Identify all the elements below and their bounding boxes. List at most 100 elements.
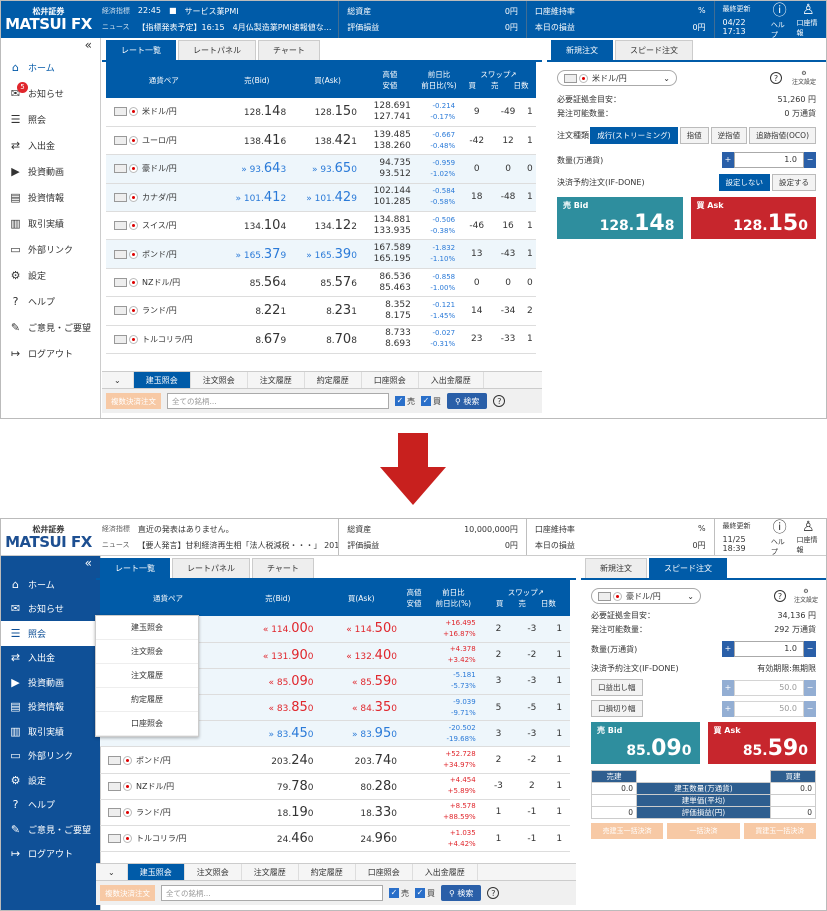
tab-chart[interactable]: チャート — [258, 40, 320, 60]
bid-price[interactable]: 8.221 — [221, 296, 293, 326]
bid-price[interactable]: » 101.412 — [221, 183, 293, 213]
bid-price[interactable]: 24.460 — [236, 825, 320, 853]
bid-price[interactable]: 138.416 — [221, 126, 293, 156]
buy-checkbox[interactable]: ✓ 買 — [421, 396, 441, 406]
tab-chart[interactable]: チャート — [252, 558, 314, 578]
tab-new-order[interactable]: 新規注文 — [585, 558, 647, 578]
search-button[interactable]: ⚲ 検索 — [441, 885, 482, 901]
menu-item-positions[interactable]: 建玉照会 — [96, 616, 198, 640]
ask-price[interactable]: 24.960 — [319, 825, 403, 853]
bottom-tab[interactable]: 入出金履歴 — [413, 864, 478, 880]
search-button[interactable]: ⚲ 検索 — [447, 393, 488, 409]
tab-rate-list[interactable]: レート一覧 — [100, 558, 170, 578]
table-row[interactable]: カナダ/円 » 101.412» 101.429 102.144 101.285 -0.… — [106, 183, 536, 213]
sidebar-item-info[interactable]: ▤ 投資情報 — [10, 700, 65, 714]
sidebar-item-news[interactable]: ✉ 5 お知らせ — [10, 82, 64, 100]
help-icon[interactable]: ? — [769, 72, 782, 84]
order-settings-button[interactable]: ⚙ 注文設定 — [791, 70, 816, 86]
bid-price[interactable]: 134.104 — [221, 211, 293, 241]
sidebar-item-links[interactable]: ▭ 外部リンク — [10, 242, 74, 256]
bottom-tab[interactable]: 建玉照会 — [133, 372, 191, 388]
help-icon[interactable]: ? — [487, 887, 500, 899]
quantity-stepper[interactable]: +1.0− — [722, 641, 816, 657]
bottom-tab[interactable]: 建玉照会 — [127, 864, 185, 880]
table-row[interactable]: NZドル/円 79.780 80.280 +4.454 +5.89% -3 2 1 — [100, 773, 570, 800]
ask-price[interactable]: 128.150 — [292, 98, 363, 127]
bid-price[interactable]: » 83.450 — [236, 720, 320, 748]
table-row[interactable]: スイス/円 134.104 134.122 134.881 133.935 -0.506-… — [106, 211, 536, 241]
sidebar-item-inquiry[interactable]: ☰ 照会 — [1, 621, 100, 646]
table-row[interactable]: ランド/円 18.190 18.330 +8.578 +88.59% 1 -1 1 — [100, 799, 570, 827]
sidebar-item-news[interactable]: ✉ お知らせ — [10, 602, 64, 616]
bottom-tab[interactable]: 約定履歴 — [299, 864, 356, 880]
tab-rate-panel[interactable]: レートパネル — [178, 40, 256, 60]
table-row[interactable]: トルコリラ/円 8.679 8.708 8.733 8.693 -0.027 -0.31% 2… — [106, 325, 536, 355]
bottom-tab[interactable]: 注文履歴 — [248, 372, 305, 388]
bottom-tab[interactable]: 注文照会 — [185, 864, 242, 880]
tab-speed-order[interactable]: スピード注文 — [649, 558, 727, 578]
bid-price[interactable]: » 165.379 — [221, 239, 293, 269]
bottom-tab[interactable]: 口座照会 — [356, 864, 413, 880]
sidebar-item-video[interactable]: ▶ 投資動画 — [1, 158, 100, 184]
menu-item-account[interactable]: 口座照会 — [96, 712, 198, 736]
sidebar-item-results[interactable]: ▥ 取引実績 — [10, 724, 65, 738]
sidebar-item-links[interactable]: ▭ 外部リンク — [10, 749, 74, 763]
symbol-filter-input[interactable]: 全ての銘柄... — [161, 885, 383, 901]
table-row[interactable]: ポンド/円 203.240 203.740 +52.728 +34.97% 2 -2 1 — [100, 746, 570, 774]
bulk-settle-button[interactable]: 複数決済注文 — [106, 393, 161, 409]
stop-width-toggle[interactable]: 口損切り幅 — [591, 700, 643, 717]
plus-icon[interactable]: + — [722, 152, 734, 168]
bid-price[interactable]: 85.564 — [221, 268, 293, 298]
settle-all-sell-button[interactable]: 売建玉一括決済 — [591, 823, 664, 839]
bid-price[interactable]: 203.240 — [236, 746, 320, 774]
sidebar-item-logout[interactable]: ↦ ログアウト — [10, 847, 74, 861]
sell-bid-button[interactable]: 売 Bid 85.090 — [591, 722, 700, 764]
ask-price[interactable]: 203.740 — [319, 746, 403, 774]
bid-price[interactable]: « 85.090 — [236, 668, 320, 696]
sidebar-item-home[interactable]: ⌂ ホーム — [1, 54, 100, 80]
sidebar-item-logout[interactable]: ↦ ログアウト — [10, 346, 74, 360]
sidebar-item-deposit[interactable]: ⇄ 入出金 — [10, 651, 56, 665]
tab-new-order[interactable]: 新規注文 — [551, 40, 613, 60]
table-row[interactable]: ポンド/円 » 165.379» 165.390 167.589 165.195 -1.… — [106, 239, 536, 269]
bid-price[interactable]: 79.780 — [236, 773, 320, 800]
table-row[interactable]: NZドル/円 85.564 85.576 86.536 85.463 -0.858 -1.0… — [106, 268, 536, 298]
bottom-tab[interactable]: 約定履歴 — [305, 372, 362, 388]
settle-all-buy-button[interactable]: 買建玉一括決済 — [743, 823, 816, 839]
limit-order-option[interactable]: 指値 — [679, 127, 709, 144]
ifdone-on-button[interactable]: 設定する — [772, 174, 816, 191]
bulk-settle-button[interactable]: 複数決済注文 — [100, 885, 155, 901]
ask-price[interactable]: 8.708 — [292, 325, 363, 355]
tab-speed-order[interactable]: スピード注文 — [615, 40, 693, 60]
sidebar-item-home[interactable]: ⌂ ホーム — [1, 572, 100, 597]
settle-all-button[interactable]: 一括決済 — [667, 823, 740, 839]
sidebar-item-feedback[interactable]: ✎ ご意見・ご要望 — [10, 822, 92, 836]
sidebar-item-info[interactable]: ▤ 投資情報 — [10, 190, 65, 204]
help-icon[interactable]: ? — [773, 590, 786, 602]
bid-price[interactable]: « 131.900 — [236, 642, 320, 669]
help-button[interactable]: ⓘ ヘルプ — [771, 519, 789, 557]
tab-rate-list[interactable]: レート一覧 — [106, 40, 176, 60]
table-row[interactable]: トルコリラ/円 24.460 24.960 +1.035 +4.42% 1 -1 1 — [100, 825, 570, 853]
sell-checkbox[interactable]: ✓ 売 — [389, 888, 409, 898]
bottom-tab[interactable]: 注文履歴 — [242, 864, 299, 880]
ask-price[interactable]: » 165.390 — [292, 239, 363, 269]
pair-select[interactable]: 豪ドル/円 ⌄ — [591, 588, 701, 604]
table-row[interactable]: » 83.450» 83.950 -20.502 -19.68% 3 -3 1 — [100, 720, 570, 748]
collapse-icon[interactable]: « — [84, 38, 92, 52]
sidebar-item-help[interactable]: ? ヘルプ — [1, 288, 100, 314]
minus-icon[interactable]: − — [804, 152, 816, 168]
ask-price[interactable]: « 132.400 — [319, 642, 403, 669]
menu-item-order-history[interactable]: 注文履歴 — [96, 664, 198, 688]
account-info-button[interactable]: ♙ 口座情報 — [796, 1, 818, 37]
menu-item-orders[interactable]: 注文照会 — [96, 640, 198, 664]
symbol-filter-input[interactable]: 全ての銘柄... — [167, 393, 389, 409]
ifdone-off-button[interactable]: 設定しない — [718, 174, 770, 191]
sidebar-item-feedback[interactable]: ✎ ご意見・ご要望 — [10, 320, 92, 334]
ask-price[interactable]: 80.280 — [319, 773, 403, 800]
ask-price[interactable]: 18.330 — [319, 799, 403, 827]
account-info-button[interactable]: ♙ 口座情報 — [796, 519, 818, 554]
sidebar-item-video[interactable]: ▶ 投資動画 — [1, 670, 100, 695]
bid-price[interactable]: 18.190 — [236, 799, 320, 827]
ask-price[interactable]: « 84.350 — [319, 694, 403, 722]
